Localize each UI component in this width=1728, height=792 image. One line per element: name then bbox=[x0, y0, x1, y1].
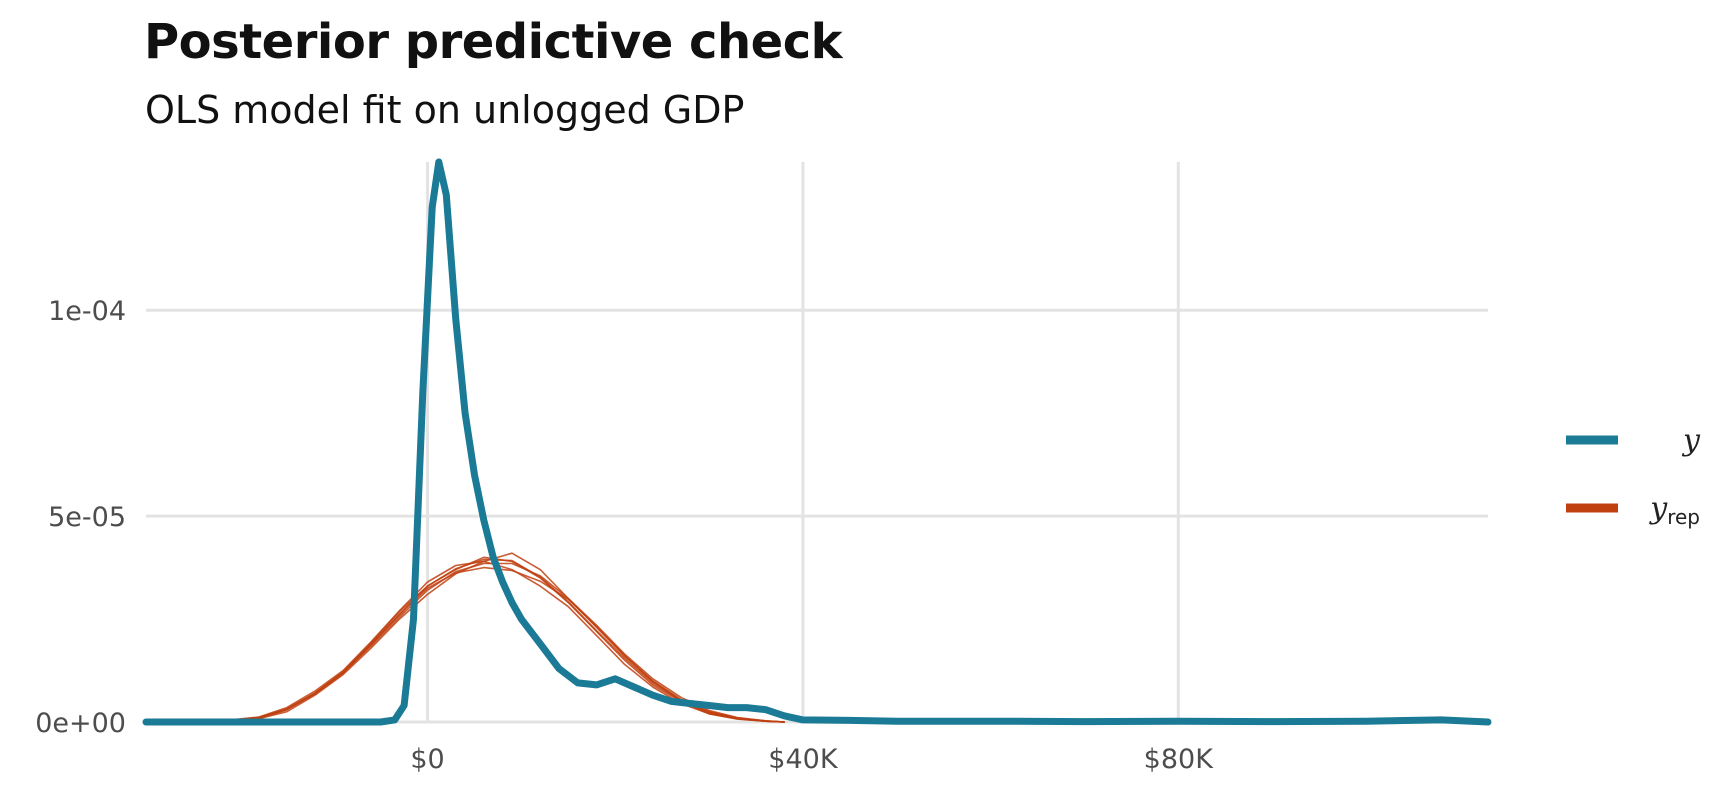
series-yrep-line bbox=[145, 566, 785, 723]
legend-label: yrep bbox=[1648, 491, 1700, 529]
legend-label: y bbox=[1681, 423, 1701, 458]
x-tick-label: $80K bbox=[1144, 744, 1215, 775]
y-tick-label: 1e-04 bbox=[48, 296, 126, 327]
y-tick-label: 0e+00 bbox=[35, 708, 126, 739]
x-tick-label: $0 bbox=[410, 744, 444, 775]
tick-labels: $0 $40K $80K 0e+00 5e-05 1e-04 bbox=[35, 296, 1214, 775]
series-yrep-line bbox=[145, 562, 785, 723]
yrep-lines bbox=[145, 552, 785, 723]
series-yrep-line bbox=[145, 556, 785, 723]
y-line bbox=[142, 158, 1492, 726]
series-yrep-line bbox=[145, 560, 785, 723]
gridlines bbox=[146, 162, 1488, 724]
legend: y yrep bbox=[1566, 423, 1701, 529]
chart-title: Posterior predictive check bbox=[144, 14, 843, 70]
series-yrep-line bbox=[145, 558, 785, 723]
series-y-line bbox=[142, 158, 1492, 726]
y-tick-label: 5e-05 bbox=[48, 502, 126, 533]
series-yrep-line bbox=[145, 552, 785, 723]
chart-subtitle: OLS model fit on unlogged GDP bbox=[145, 88, 745, 132]
x-tick-label: $40K bbox=[768, 744, 839, 775]
